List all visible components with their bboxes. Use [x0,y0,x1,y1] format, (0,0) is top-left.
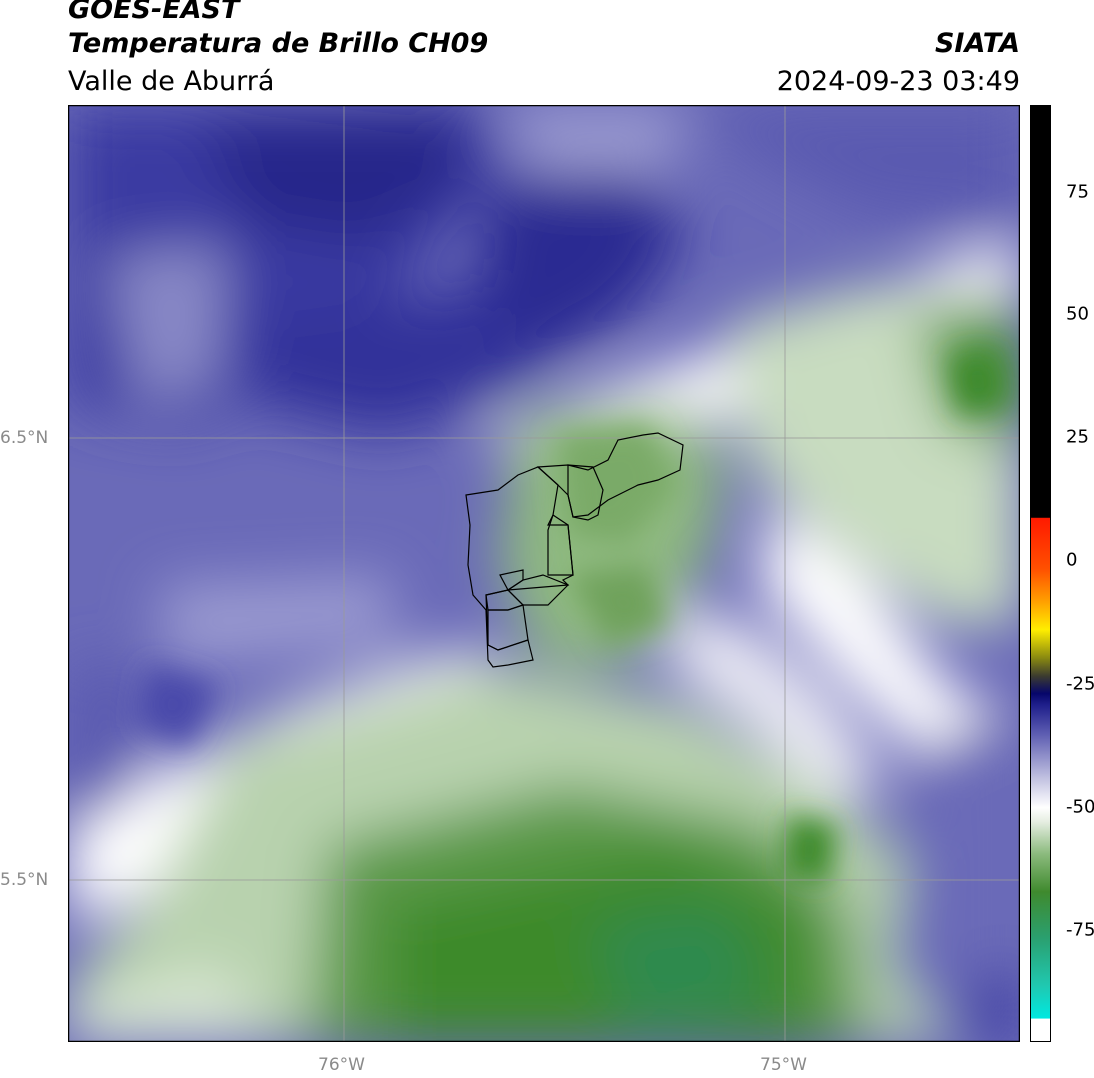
colorbar-tick-minus-50: -50 [1066,796,1094,818]
lon-tick-76: 76°W [318,1055,365,1075]
lon-tick-75: 75°W [760,1055,807,1075]
colorbar-tick-75: 75 [1066,181,1089,203]
satellite-title: GOES-EAST [68,0,240,25]
datetime-label: 2024-09-23 03:49 [776,66,1020,97]
lat-tick-5-5: 5.5°N [0,870,49,890]
municipality-boundaries [465,432,684,668]
colorbar-tick-50: 50 [1066,303,1089,325]
colorbar-tick-25: 25 [1066,426,1089,448]
colorbar [1030,105,1051,1042]
colorbar-tick-minus-25: -25 [1066,673,1094,695]
source-label: SIATA [934,28,1020,59]
colorbar-tick-minus-75: -75 [1066,919,1094,941]
colorbar-tick-0: 0 [1066,549,1078,571]
region-subtitle: Valle de Aburrá [68,66,275,97]
product-title: Temperatura de Brillo CH09 [68,28,489,59]
lat-tick-6-5: 6.5°N [0,428,49,448]
brightness-temperature-map [68,105,1020,1042]
